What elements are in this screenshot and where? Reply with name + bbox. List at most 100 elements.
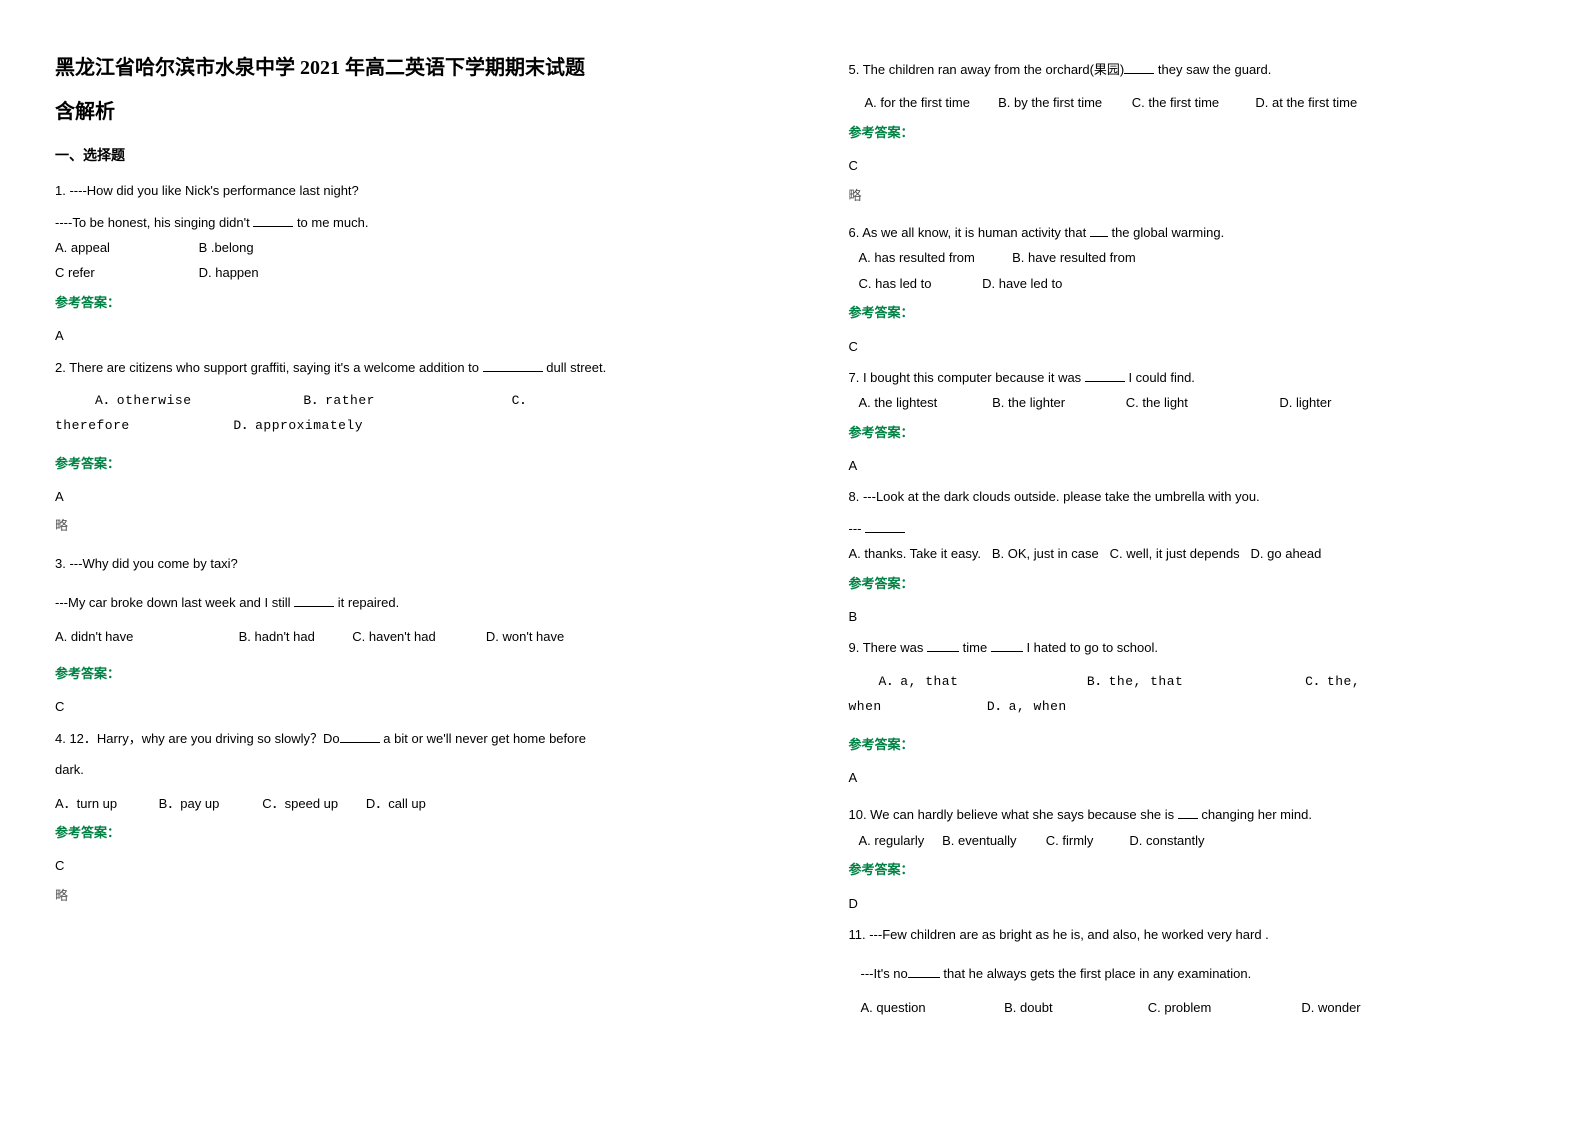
doc-title-2: 含解析 (55, 94, 739, 130)
doc-title-1: 黑龙江省哈尔滨市水泉中学 2021 年高二英语下学期期末试题 (55, 50, 739, 86)
q8-B: B. OK, just in case (992, 542, 1099, 565)
q2-answer: A (55, 485, 739, 508)
q8-line1: 8. ---Look at the dark clouds outside. p… (849, 485, 1533, 508)
q5-answer: C (849, 154, 1533, 177)
q4-line: 4. 12．Harry，why are you driving so slowl… (55, 727, 739, 750)
q7-opts: A. the lightest B. the lighter C. the li… (859, 391, 1533, 414)
q11-line2: ---It's no that he always gets the first… (861, 962, 1533, 985)
q9-answer: A (849, 766, 1533, 789)
q9-C: C．the, (1305, 670, 1360, 693)
q5-line: 5. The children ran away from the orchar… (849, 58, 1533, 81)
q1-D: D. happen (199, 261, 259, 284)
q8-answer: B (849, 605, 1533, 628)
q1-A: A. appeal (55, 236, 195, 259)
q10-A: A. regularly (859, 829, 939, 852)
q2-opts-row1: A．otherwise B．rather C． (95, 389, 739, 412)
q11-D: D. wonder (1301, 996, 1360, 1019)
q3-A: A. didn't have (55, 625, 235, 648)
q8-D: D. go ahead (1251, 542, 1322, 565)
q5-opts: A. for the first time B. by the first ti… (865, 91, 1533, 114)
q10-answer: D (849, 892, 1533, 915)
q10-C: C. firmly (1046, 829, 1126, 852)
answer-label: 参考答案： (849, 572, 1533, 595)
q7-A: A. the lightest (859, 391, 989, 414)
q11-A: A. question (861, 996, 1001, 1019)
q1-line2-post: to me much. (297, 215, 369, 230)
blank (1090, 224, 1108, 237)
answer-label: 参考答案： (849, 858, 1533, 881)
q2-opts-row2: therefore D．approximately (55, 414, 739, 437)
q5-D: D. at the first time (1255, 91, 1357, 114)
answer-label: 参考答案： (849, 421, 1533, 444)
q6-A: A. has resulted from (859, 246, 1009, 269)
q9-opts-row1: A．a, that B．the, that C．the, (879, 670, 1533, 693)
q3-opts: A. didn't have B. hadn't had C. haven't … (55, 625, 739, 648)
q7-C: C. the light (1126, 391, 1276, 414)
q6-D: D. have led to (982, 272, 1062, 295)
q1-line2-pre: ----To be honest, his singing didn't (55, 215, 253, 230)
q6-C: C. has led to (859, 272, 979, 295)
q8-A: A. thanks. Take it easy. (849, 542, 981, 565)
q2-A: A．otherwise (95, 389, 295, 412)
q9-D: D．a, when (987, 695, 1067, 718)
q11-line1: 11. ---Few children are as bright as he … (849, 923, 1533, 946)
q2-pre: 2. There are citizens who support graffi… (55, 360, 483, 375)
blank (1178, 806, 1198, 819)
q5-B: B. by the first time (998, 91, 1128, 114)
q4-post: a bit or we'll never get home before (383, 731, 586, 746)
q6-opts-row1: A. has resulted from B. have resulted fr… (859, 246, 1533, 269)
q3-pre: ---My car broke down last week and I sti… (55, 595, 294, 610)
blank (908, 965, 940, 978)
q2-B: B．rather (303, 389, 503, 412)
blank (1124, 61, 1154, 74)
left-column: 黑龙江省哈尔滨市水泉中学 2021 年高二英语下学期期末试题 含解析 一、选择题… (0, 0, 794, 1122)
q8-C: C. well, it just depends (1110, 542, 1240, 565)
q9-mid: time (963, 640, 991, 655)
q5-pre: 5. The children ran away from the orchar… (849, 62, 1125, 77)
answer-label: 参考答案： (55, 291, 739, 314)
q11-pre: ---It's no (861, 966, 908, 981)
q5-C: C. the first time (1132, 91, 1252, 114)
q7-B: B. the lighter (992, 391, 1122, 414)
q1-opts-row2: C refer D. happen (55, 261, 739, 284)
q2-post: dull street. (546, 360, 606, 375)
q2-C2: therefore (55, 414, 225, 437)
q2-line: 2. There are citizens who support graffi… (55, 356, 739, 379)
q4-A: A．turn up (55, 792, 155, 815)
q3-answer: C (55, 695, 739, 718)
q3-post: it repaired. (338, 595, 399, 610)
answer-label: 参考答案： (55, 821, 739, 844)
note: 略 (55, 514, 739, 537)
blank (865, 520, 905, 533)
q6-pre: 6. As we all know, it is human activity … (849, 225, 1090, 240)
q3-line1: 3. ---Why did you come by taxi? (55, 552, 739, 575)
q6-post: the global warming. (1111, 225, 1224, 240)
q9-B: B．the, that (1087, 670, 1297, 693)
blank (253, 214, 293, 227)
q6-answer: C (849, 335, 1533, 358)
q8-line2: --- (849, 517, 1533, 540)
note: 略 (849, 184, 1533, 207)
answer-label: 参考答案： (849, 301, 1533, 324)
q7-answer: A (849, 454, 1533, 477)
q3-C: C. haven't had (352, 625, 482, 648)
blank (991, 639, 1023, 652)
q10-pre: 10. We can hardly believe what she says … (849, 807, 1178, 822)
blank (340, 730, 380, 743)
right-column: 5. The children ran away from the orchar… (794, 0, 1587, 1122)
answer-label: 参考答案： (55, 452, 739, 475)
q5-post: they saw the guard. (1158, 62, 1271, 77)
q7-D: D. lighter (1279, 391, 1331, 414)
q4-opts: A．turn up B．pay up C．speed up D．call up (55, 792, 739, 815)
q10-D: D. constantly (1129, 829, 1204, 852)
q1-line2: ----To be honest, his singing didn't to … (55, 211, 739, 234)
q1-B: B .belong (199, 236, 254, 259)
q1-C: C refer (55, 261, 195, 284)
q9-post: I hated to go to school. (1026, 640, 1158, 655)
blank (1085, 369, 1125, 382)
q3-B: B. hadn't had (239, 625, 349, 648)
q4-line2: dark. (55, 758, 739, 781)
q1-answer: A (55, 324, 739, 347)
blank (927, 639, 959, 652)
section-heading: 一、选择题 (55, 144, 739, 169)
